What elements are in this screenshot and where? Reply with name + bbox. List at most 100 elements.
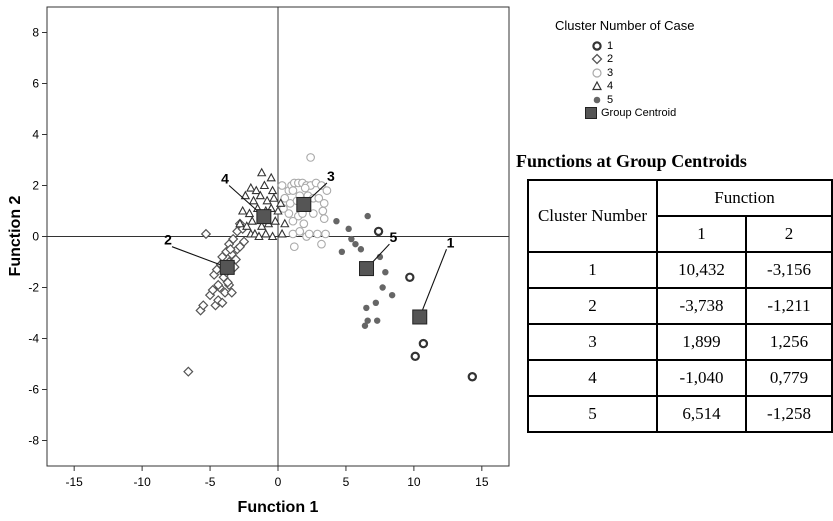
function-1-header: 1: [656, 215, 747, 253]
point-cluster-4: [247, 216, 257, 225]
point-cluster-4: [277, 228, 287, 238]
point-cluster-4: [255, 190, 266, 200]
point-cluster-5: [348, 235, 355, 243]
function-2-cell: 1,256: [745, 323, 833, 361]
x-axis-label: Function 1: [238, 499, 319, 516]
point-cluster-3: [319, 199, 329, 208]
centroid-label: 1: [447, 234, 455, 250]
point-cluster-4: [256, 167, 267, 177]
point-cluster-1: [410, 351, 420, 362]
function-1-cell: 1,899: [656, 323, 747, 361]
centroid-label: 2: [164, 232, 172, 248]
cluster-number-header: Cluster Number: [527, 179, 658, 253]
point-cluster-1: [467, 372, 478, 382]
point-cluster-4: [251, 185, 261, 195]
x-tick-label: -5: [205, 475, 216, 489]
point-cluster-5: [357, 246, 365, 253]
x-tick-label: -10: [133, 475, 151, 489]
function-1-cell: -3,738: [656, 287, 747, 325]
legend-item-4: 4: [591, 80, 694, 94]
point-cluster-3: [300, 183, 310, 193]
legend-item-5: 5: [591, 93, 694, 107]
point-cluster-5: [379, 284, 386, 291]
legend-label: 5: [607, 93, 614, 106]
legend-label: Group Centroid: [601, 107, 677, 120]
point-cluster-3: [306, 153, 315, 162]
point-cluster-5: [352, 240, 359, 248]
point-cluster-1: [405, 272, 415, 282]
point-cluster-4: [254, 231, 264, 241]
point-cluster-4: [262, 195, 272, 205]
function-2-cell: -3,156: [745, 251, 833, 289]
centroid-marker: [359, 261, 375, 277]
point-cluster-2: [198, 300, 209, 311]
table-title: Functions at Group Centroids: [516, 151, 747, 171]
point-cluster-5: [363, 304, 370, 312]
point-cluster-3: [289, 242, 299, 252]
centroid-marker: [219, 259, 235, 275]
y-tick-label: 0: [32, 230, 39, 244]
legend-item-2: 2: [591, 53, 694, 67]
centroid-leader-line: [171, 246, 228, 268]
function-2-cell: -1,258: [745, 395, 833, 433]
point-cluster-2: [200, 228, 212, 240]
function-group-header: Function: [656, 179, 833, 217]
y-tick-label: -4: [28, 332, 39, 346]
table-row: 2 -3,738 -1,211: [527, 287, 833, 325]
point-cluster-4: [244, 208, 255, 218]
point-cluster-5: [364, 317, 371, 324]
function-2-header: 2: [745, 215, 833, 253]
table-row: 5 6,514 -1,258: [527, 395, 833, 433]
point-cluster-4: [267, 185, 278, 195]
point-cluster-2: [225, 244, 236, 255]
point-cluster-4: [267, 231, 278, 241]
point-cluster-5: [338, 248, 346, 255]
function-1-cell: -1,040: [656, 359, 747, 397]
point-cluster-3: [308, 209, 318, 218]
centroid-marker: [256, 209, 272, 225]
y-tick-label: -2: [28, 281, 39, 295]
light-circle-icon: [592, 68, 602, 78]
point-cluster-3: [318, 206, 328, 216]
function-2-cell: -1,211: [745, 287, 833, 325]
centroid-marker: [296, 196, 312, 212]
discriminant-scatter-plot: -15 -10 -5 0 5 10 15 -8 -6 -4 -2 0 2 4 6 8 1 2 3 4 5 Functi…: [7, 6, 510, 516]
legend-label: 1: [607, 39, 614, 52]
filled-dot-icon: [593, 96, 601, 104]
y-tick-label: 8: [32, 26, 39, 40]
point-cluster-4: [237, 205, 248, 215]
bold-circle-icon: [592, 41, 602, 51]
filled-square-icon: [585, 107, 597, 120]
point-cluster-4: [256, 221, 267, 230]
point-cluster-5: [372, 299, 380, 306]
point-cluster-3: [321, 229, 330, 239]
point-cluster-3: [313, 229, 322, 239]
centroid-label: 5: [390, 229, 398, 245]
point-cluster-3: [295, 227, 305, 236]
point-cluster-2: [222, 277, 233, 288]
point-cluster-5: [364, 212, 371, 220]
table-row: 3 1,899 1,256: [527, 323, 833, 361]
centroid-leader-line: [419, 249, 448, 318]
cluster-number-header-text: Cluster Number: [537, 206, 648, 225]
y-tick-label: 4: [32, 128, 39, 142]
cluster-cell: 1: [527, 251, 658, 289]
point-cluster-3: [304, 229, 314, 239]
point-cluster-2: [213, 279, 224, 291]
point-cluster-4: [248, 195, 259, 205]
table-header-row: Cluster Number Function: [527, 179, 833, 253]
cluster-cell: 3: [527, 323, 658, 361]
point-cluster-4: [240, 190, 251, 200]
point-cluster-4: [261, 228, 271, 238]
table-row: 1 10,432 -3,156: [527, 251, 833, 289]
y-tick-label: -6: [28, 383, 39, 397]
point-cluster-4: [275, 198, 286, 207]
cluster-cell: 4: [527, 359, 658, 397]
point-cluster-2: [228, 233, 239, 245]
point-cluster-5: [361, 322, 369, 329]
point-cluster-1: [418, 338, 429, 349]
point-cluster-4: [273, 205, 283, 215]
y-tick-label: -8: [28, 434, 39, 448]
legend-label: 2: [607, 53, 614, 66]
